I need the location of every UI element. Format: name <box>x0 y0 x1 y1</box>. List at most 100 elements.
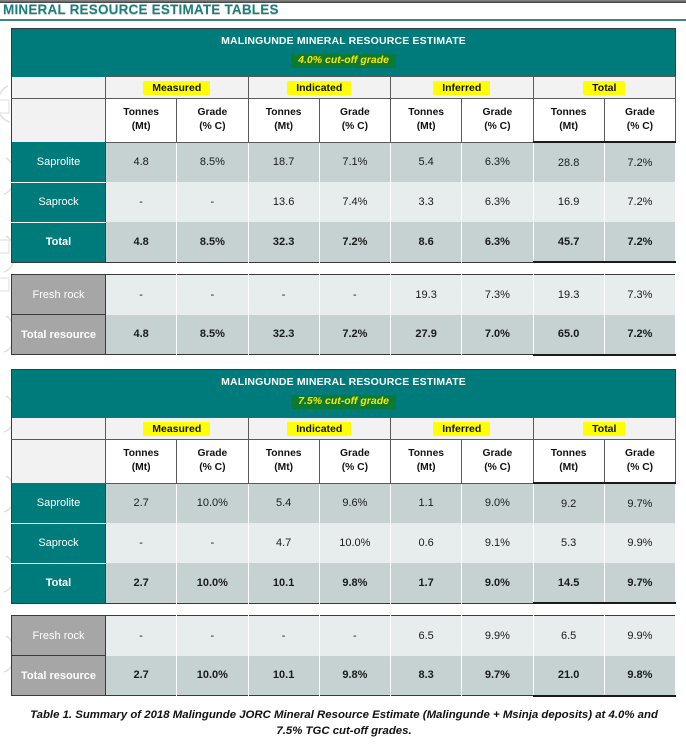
cell-indicated-grade: 9.8% <box>318 655 392 696</box>
table-1-gap <box>11 263 675 274</box>
cell-inferred-grade: 6.3% <box>461 142 534 183</box>
cell-indicated-tonnes: - <box>247 274 320 315</box>
row-label-saprolite: Saprolite <box>11 483 106 524</box>
th-inferred-grade: Grade (% C) <box>461 439 534 484</box>
cell-total-tonnes: 5.3 <box>532 523 605 564</box>
cell-measured-grade: 8.5% <box>176 222 249 263</box>
cell-inferred-grade: 7.3% <box>461 274 534 315</box>
cell-total-grade: 7.2% <box>603 314 677 356</box>
cell-inferred-grade: 9.0% <box>461 563 534 604</box>
table-1-group-inferred: Inferred <box>390 76 534 100</box>
table-row: Saprock - - 4.7 10.0% 0.6 9.1% 5.3 9.9% <box>11 523 677 564</box>
cell-inferred-grade: 6.3% <box>461 222 534 263</box>
cell-total-grade: 9.9% <box>603 523 677 564</box>
th-inferred-tonnes: Tonnes (Mt) <box>389 98 463 143</box>
cell-inferred-grade: 9.1% <box>461 523 534 564</box>
cell-inferred-grade: 6.3% <box>461 182 534 223</box>
cell-indicated-grade: 10.0% <box>318 523 392 564</box>
row-label-total: Total <box>11 563 106 604</box>
cell-measured-tonnes: 2.7 <box>104 563 178 604</box>
cell-indicated-tonnes: 32.3 <box>247 314 320 355</box>
table-1-cutoff-wrap: 4.0% cut-off grade <box>12 50 675 77</box>
table-2-corner-blank <box>11 417 106 441</box>
row-label-saprock: Saprock <box>11 182 106 223</box>
table-2-subheader-blank <box>11 439 106 484</box>
cell-total-grade: 9.7% <box>603 563 677 605</box>
cell-inferred-tonnes: 27.9 <box>389 314 463 355</box>
table-2-cutoff-wrap: 7.5% cut-off grade <box>12 391 675 418</box>
row-label-fresh-rock: Fresh rock <box>11 615 106 657</box>
th-measured-tonnes: Tonnes (Mt) <box>104 439 178 484</box>
cell-indicated-grade: 7.1% <box>318 142 392 183</box>
cell-inferred-tonnes: 6.5 <box>389 615 463 656</box>
cell-measured-tonnes: - <box>104 523 178 564</box>
cell-total-tonnes: 65.0 <box>532 314 605 356</box>
th-inferred-tonnes: Tonnes (Mt) <box>389 439 463 484</box>
cell-measured-tonnes: 4.8 <box>104 314 178 355</box>
row-label-total-resource: Total resource <box>11 314 106 355</box>
table-1-group-indicated: Indicated <box>247 76 391 100</box>
table-1-title-band: MALINGUNDE MINERAL RESOURCE ESTIMATE 4.0… <box>11 28 676 77</box>
cell-total-tonnes: 9.2 <box>532 482 605 524</box>
cell-inferred-tonnes: 0.6 <box>389 523 463 564</box>
cell-measured-tonnes: 2.7 <box>104 483 178 524</box>
table-2-group-total: Total <box>532 417 677 441</box>
th-total-tonnes: Tonnes (Mt) <box>532 439 605 484</box>
table-1-subheader-blank <box>11 98 106 143</box>
group-label-measured: Measured <box>143 421 211 436</box>
cell-inferred-grade: 9.7% <box>461 655 534 696</box>
cell-inferred-grade: 9.0% <box>461 483 534 524</box>
table-1-cutoff-label: 4.0% cut-off grade <box>291 53 396 69</box>
cell-measured-grade: - <box>176 182 249 223</box>
cell-indicated-grade: 7.4% <box>318 182 392 223</box>
cell-inferred-tonnes: 1.7 <box>389 563 463 604</box>
cell-total-grade: 7.2% <box>603 182 677 223</box>
th-measured-grade: Grade (% C) <box>176 98 249 143</box>
cell-indicated-tonnes: 5.4 <box>247 483 320 524</box>
resource-table-1-lower: Fresh rock - - - - 19.3 7.3% 19.3 7.3% T… <box>11 274 677 356</box>
table-2-group-header-row: Measured Indicated Inferred Total <box>11 417 677 441</box>
resource-table-block-1: MALINGUNDE MINERAL RESOURCE ESTIMATE 4.0… <box>11 28 677 356</box>
cell-measured-grade: 10.0% <box>176 563 249 604</box>
row-label-fresh-rock: Fresh rock <box>11 274 106 316</box>
table-2-group-measured: Measured <box>105 417 249 441</box>
group-label-indicated: Indicated <box>287 80 352 95</box>
cell-measured-grade: 10.0% <box>176 655 249 696</box>
table-row: Fresh rock - - - - 6.5 9.9% 6.5 9.9% <box>11 615 677 657</box>
th-total-grade: Grade (% C) <box>603 98 677 143</box>
cell-inferred-tonnes: 19.3 <box>389 274 463 315</box>
resource-table-2-upper: MALINGUNDE MINERAL RESOURCE ESTIMATE 7.5… <box>11 369 677 605</box>
table-row: Saprock - - 13.6 7.4% 3.3 6.3% 16.9 7.2% <box>11 182 677 223</box>
cell-total-tonnes: 45.7 <box>532 222 605 264</box>
table-row: Total resource 2.7 10.0% 10.1 9.8% 8.3 9… <box>11 655 677 697</box>
cell-inferred-tonnes: 8.3 <box>389 655 463 696</box>
cell-measured-tonnes: 4.8 <box>104 222 178 263</box>
table-1-corner-blank <box>11 76 106 100</box>
table-2-group-inferred: Inferred <box>390 417 534 441</box>
table-1-group-header-row: Measured Indicated Inferred Total <box>11 76 677 100</box>
th-inferred-grade: Grade (% C) <box>461 98 534 143</box>
cell-total-grade: 7.2% <box>603 141 677 183</box>
cell-total-tonnes: 21.0 <box>532 655 605 697</box>
row-label-total-resource: Total resource <box>11 655 106 696</box>
cell-total-grade: 9.7% <box>603 482 677 524</box>
resource-table-1-upper: MALINGUNDE MINERAL RESOURCE ESTIMATE 4.0… <box>11 28 677 264</box>
cell-measured-grade: 8.5% <box>176 314 249 355</box>
table-2-gap <box>11 604 675 615</box>
cell-inferred-tonnes: 1.1 <box>389 483 463 524</box>
cell-indicated-tonnes: 10.1 <box>247 563 320 604</box>
cell-total-grade: 7.3% <box>603 274 677 315</box>
row-label-total: Total <box>11 222 106 263</box>
table-1-group-measured: Measured <box>105 76 249 100</box>
th-measured-tonnes: Tonnes (Mt) <box>104 98 178 143</box>
cell-indicated-grade: 7.2% <box>318 314 392 355</box>
cell-indicated-tonnes: 10.1 <box>247 655 320 696</box>
cell-indicated-tonnes: 4.7 <box>247 523 320 564</box>
th-indicated-tonnes: Tonnes (Mt) <box>247 439 320 484</box>
th-total-grade: Grade (% C) <box>603 439 677 484</box>
cell-total-tonnes: 28.8 <box>532 141 605 183</box>
group-label-measured: Measured <box>143 80 211 95</box>
table-2-band-title: MALINGUNDE MINERAL RESOURCE ESTIMATE <box>221 376 466 388</box>
cell-inferred-tonnes: 5.4 <box>389 142 463 183</box>
th-measured-grade: Grade (% C) <box>176 439 249 484</box>
